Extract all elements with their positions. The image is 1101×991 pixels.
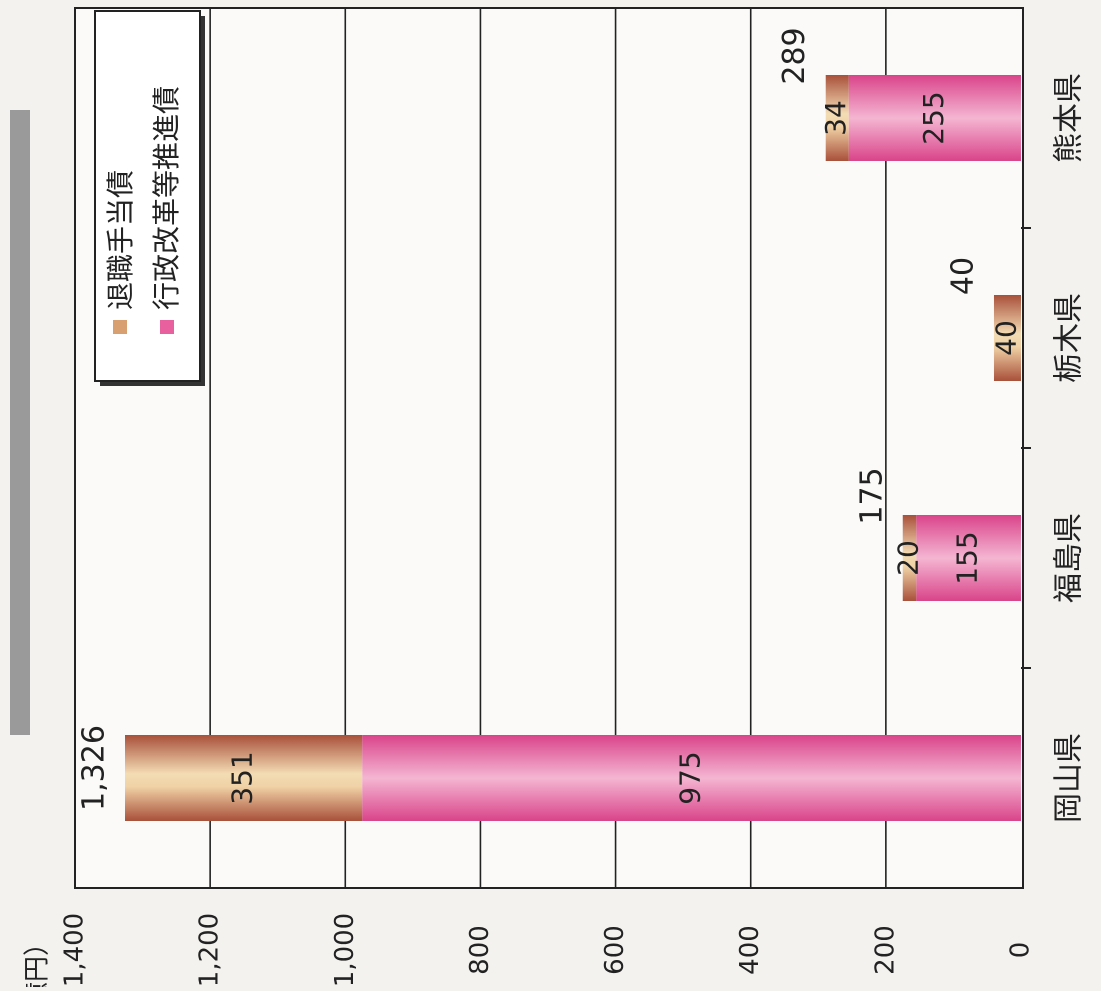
- value-tick-label: 1,000: [330, 913, 360, 987]
- bar-segment-gyosei: [848, 75, 1021, 161]
- legend-label-gyosei: 行政改革等推進債: [150, 86, 183, 310]
- bar-segment-taishoku: [825, 75, 849, 161]
- value-axis-ticks: 0 200 400 600 800 1,000 1,200 1,400: [60, 913, 1036, 987]
- legend: 退職手当債 行政改革等推進債: [94, 10, 205, 386]
- segment-label-taishoku: 40: [989, 320, 1022, 356]
- legend-swatch-gyosei: [160, 320, 174, 334]
- segment-label-gyosei: 155: [951, 531, 984, 584]
- category-label: 熊本県: [1052, 73, 1087, 163]
- total-label: 40: [945, 257, 980, 295]
- bar-segment-taishoku: [125, 735, 363, 821]
- segment-label-taishoku: 20: [892, 540, 925, 576]
- value-tick-label: 1,400: [60, 913, 90, 987]
- value-tick-label: 800: [465, 925, 495, 975]
- value-tick-label: 600: [600, 925, 630, 975]
- segment-label-taishoku: 34: [819, 100, 852, 136]
- bar-segment-gyosei: [916, 515, 1021, 601]
- category-label: 栃木県: [1052, 293, 1087, 383]
- category-label: 岡山県: [1052, 733, 1087, 823]
- bar-segment-gyosei: [362, 735, 1021, 821]
- total-label: 289: [777, 27, 812, 84]
- value-tick-label: 0: [1006, 942, 1036, 959]
- value-tick-label: 1,200: [195, 913, 225, 987]
- segment-label-gyosei: 975: [674, 751, 707, 804]
- side-accent-bar: [10, 110, 30, 735]
- legend-label-taishoku: 退職手当債: [104, 170, 137, 310]
- total-label: 175: [854, 467, 889, 524]
- bar-segment-taishoku: [902, 515, 917, 601]
- unit-label: （億円）: [23, 930, 53, 987]
- segment-label-gyosei: 255: [917, 91, 950, 144]
- legend-swatch-taishoku: [113, 320, 127, 334]
- segment-label-taishoku: 351: [226, 751, 259, 804]
- total-label: 1,326: [77, 725, 112, 811]
- category-axis: 岡山県 福島県 栃木県 熊本県: [1021, 73, 1087, 823]
- value-tick-label: 400: [735, 925, 765, 975]
- bar-segment-taishoku: [993, 295, 1021, 381]
- value-tick-label: 200: [870, 925, 900, 975]
- category-label: 福島県: [1052, 513, 1087, 603]
